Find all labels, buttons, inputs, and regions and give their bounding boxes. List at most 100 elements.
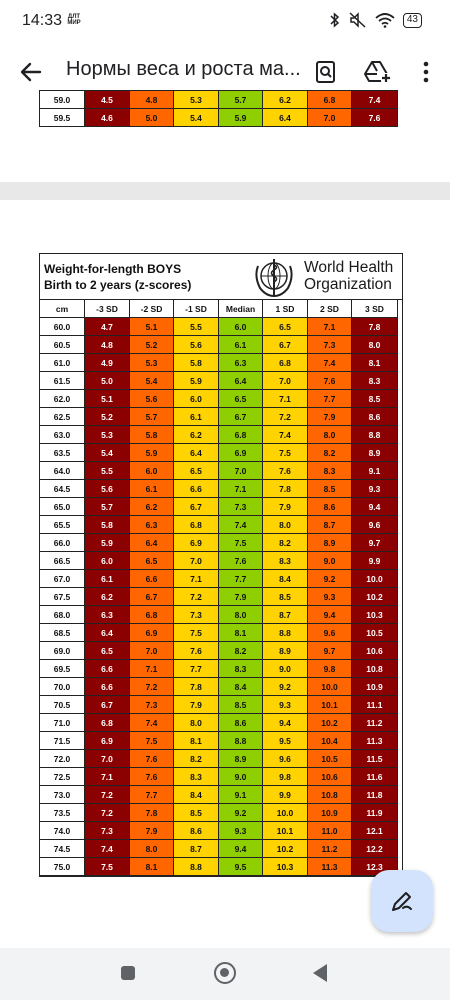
weight-cell: 6.8 xyxy=(173,515,219,534)
weight-cell: 9.8 xyxy=(262,767,308,786)
arrow-back-icon[interactable] xyxy=(18,59,44,85)
table-row: 75.0 7.5 8.1 8.8 9.5 10.3 11.3 12.3 xyxy=(39,857,398,876)
weight-cell: 5.8 xyxy=(129,425,174,444)
weight-cell: 10.2 xyxy=(307,713,352,732)
weight-cell: 10.3 xyxy=(351,605,398,624)
length-cell: 59.5 xyxy=(39,108,85,127)
weight-cell: 8.9 xyxy=(307,533,352,552)
weight-cell: 12.2 xyxy=(351,839,398,858)
search-in-document-icon xyxy=(316,61,335,83)
weight-cell: 9.4 xyxy=(218,839,263,858)
weight-cell: 8.9 xyxy=(351,443,398,462)
battery-indicator: 43 xyxy=(402,12,422,28)
weight-cell: 9.3 xyxy=(351,479,398,498)
weight-cell: 8.2 xyxy=(173,749,219,768)
weight-cell: 7.6 xyxy=(307,371,352,390)
weight-cell: 9.7 xyxy=(351,533,398,552)
status-time: 14:33 xyxy=(22,12,63,29)
weight-cell: 8.3 xyxy=(173,767,219,786)
weight-cell: 6.5 xyxy=(262,317,308,336)
system-back-button[interactable] xyxy=(313,964,327,982)
more-options-button[interactable] xyxy=(412,58,440,86)
weight-cell: 8.3 xyxy=(307,461,352,480)
weight-cell: 7.0 xyxy=(307,108,352,127)
length-cell: 74.5 xyxy=(39,839,85,858)
edit-fab-button[interactable] xyxy=(371,870,433,932)
weight-cell: 9.0 xyxy=(218,767,263,786)
weight-cell: 7.7 xyxy=(218,569,263,588)
weight-cell: 6.2 xyxy=(84,587,130,606)
weight-cell: 8.8 xyxy=(262,623,308,642)
table-row: 60.0 4.7 5.1 5.5 6.0 6.5 7.1 7.8 xyxy=(39,317,398,336)
weight-cell: 8.2 xyxy=(218,641,263,660)
weight-cell: 5.0 xyxy=(129,108,174,127)
weight-cell: 9.5 xyxy=(262,731,308,750)
weight-cell: 10.5 xyxy=(351,623,398,642)
weight-cell: 6.1 xyxy=(218,335,263,354)
system-navigation-bar xyxy=(0,948,450,1000)
recent-apps-button[interactable] xyxy=(121,966,135,980)
length-cell: 71.0 xyxy=(39,713,85,732)
table-row: 61.5 5.0 5.4 5.9 6.4 7.0 7.6 8.3 xyxy=(39,371,398,390)
weight-cell: 11.5 xyxy=(351,749,398,768)
table-row: 67.5 6.2 6.7 7.2 7.9 8.5 9.3 10.2 xyxy=(39,587,398,606)
weight-cell: 9.2 xyxy=(262,677,308,696)
table-row: 66.5 6.0 6.5 7.0 7.6 8.3 9.0 9.9 xyxy=(39,551,398,570)
home-button[interactable] xyxy=(214,962,236,984)
weight-cell: 9.4 xyxy=(307,605,352,624)
weight-cell: 9.1 xyxy=(218,785,263,804)
weight-cell: 7.9 xyxy=(129,821,174,840)
weight-cell: 7.0 xyxy=(84,749,130,768)
weight-cell: 5.5 xyxy=(173,317,219,336)
weight-cell: 6.6 xyxy=(129,569,174,588)
add-to-drive-button[interactable] xyxy=(364,58,392,86)
weight-cell: 6.7 xyxy=(173,497,219,516)
table-row: 68.0 6.3 6.8 7.3 8.0 8.7 9.4 10.3 xyxy=(39,605,398,624)
weight-cell: 8.9 xyxy=(262,641,308,660)
weight-cell: 8.5 xyxy=(218,695,263,714)
weight-cell: 7.3 xyxy=(218,497,263,516)
weight-for-length-table: cm -3 SD -2 SD -1 SD Median 1 SD 2 SD 3 SD 60.0 4… xyxy=(39,299,398,876)
weight-cell: 10.0 xyxy=(307,677,352,696)
weight-cell: 11.2 xyxy=(307,839,352,858)
column-header: Median xyxy=(218,299,263,318)
weight-cell: 6.9 xyxy=(84,731,130,750)
length-cell: 67.5 xyxy=(39,587,85,606)
weight-cell: 4.7 xyxy=(84,317,130,336)
weight-cell: 7.3 xyxy=(129,695,174,714)
table-row: 70.5 6.7 7.3 7.9 8.5 9.3 10.1 11.1 xyxy=(39,695,398,714)
table-row: 71.5 6.9 7.5 8.1 8.8 9.5 10.4 11.3 xyxy=(39,731,398,750)
weight-cell: 5.9 xyxy=(173,371,219,390)
weight-cell: 9.6 xyxy=(307,623,352,642)
length-cell: 68.5 xyxy=(39,623,85,642)
weight-cell: 6.6 xyxy=(173,479,219,498)
weight-cell: 6.0 xyxy=(173,389,219,408)
weight-cell: 6.7 xyxy=(262,335,308,354)
column-header: -3 SD xyxy=(84,299,130,318)
weight-cell: 6.5 xyxy=(129,551,174,570)
weight-cell: 7.1 xyxy=(84,767,130,786)
length-cell: 61.0 xyxy=(39,353,85,372)
weight-cell: 7.0 xyxy=(262,371,308,390)
weight-cell: 7.4 xyxy=(129,713,174,732)
weight-cell: 5.7 xyxy=(129,407,174,426)
weight-cell: 5.1 xyxy=(129,317,174,336)
weight-cell: 9.2 xyxy=(218,803,263,822)
weight-cell: 10.6 xyxy=(307,767,352,786)
weight-cell: 5.6 xyxy=(129,389,174,408)
weight-cell: 7.9 xyxy=(262,497,308,516)
weight-cell: 10.0 xyxy=(351,569,398,588)
previous-page-table: 59.0 4.5 4.8 5.3 5.7 6.2 6.8 7.4 59.5 4.6 5.0 5.4 5.… xyxy=(39,90,398,127)
weight-cell: 5.0 xyxy=(84,371,130,390)
weight-cell: 8.3 xyxy=(351,371,398,390)
length-cell: 65.5 xyxy=(39,515,85,534)
search-in-document-button[interactable] xyxy=(312,58,340,86)
weight-cell: 9.9 xyxy=(351,551,398,570)
weight-cell: 6.8 xyxy=(262,353,308,372)
weight-cell: 10.3 xyxy=(262,857,308,876)
chart-subtitle: Birth to 2 years (z-scores) xyxy=(44,278,192,292)
weight-cell: 7.1 xyxy=(129,659,174,678)
weight-cell: 10.9 xyxy=(351,677,398,696)
length-cell: 60.5 xyxy=(39,335,85,354)
weight-cell: 9.4 xyxy=(262,713,308,732)
